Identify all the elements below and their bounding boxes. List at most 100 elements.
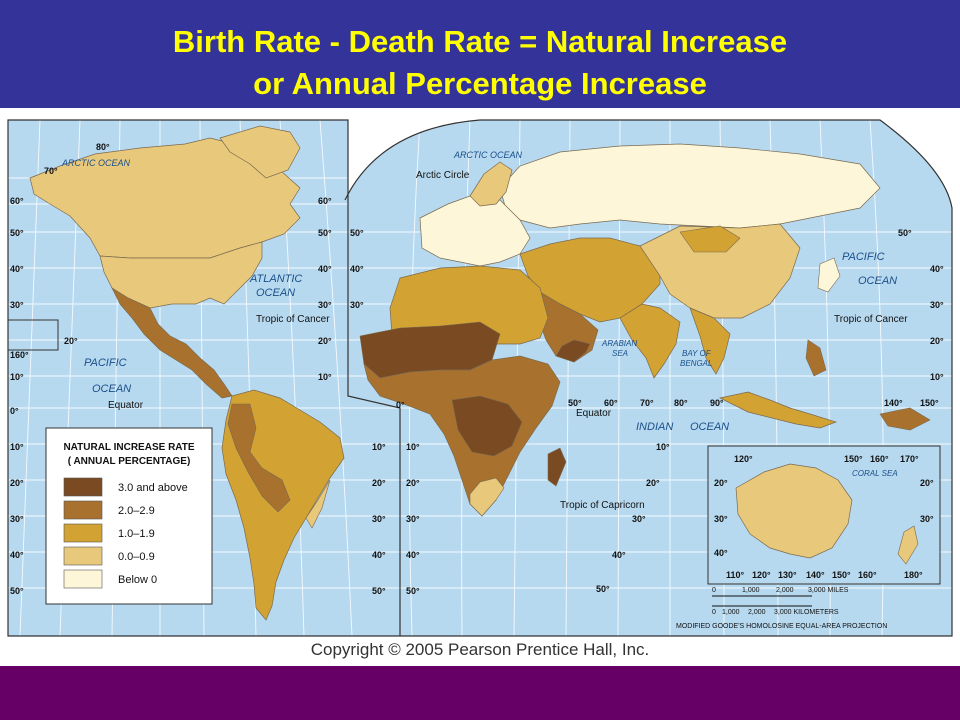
deg-10s-indian: 10°: [656, 442, 670, 452]
deg-30s-left: 30°: [10, 514, 24, 524]
scale-km-1000: 1,000: [722, 609, 740, 616]
label-indian-ocean-1: INDIAN: [636, 421, 673, 433]
deg-70-left: 70°: [44, 166, 58, 176]
legend-swatch: [63, 477, 103, 497]
deg-inset-40-left: 40°: [714, 548, 728, 558]
deg-40s-africa: 40°: [406, 550, 420, 560]
label-tropic-cancer-left: Tropic of Cancer: [256, 314, 330, 325]
legend-title-1: NATURAL INCREASE RATE: [63, 442, 194, 453]
land-congo-east-africa: [451, 395, 523, 457]
deg-40s-indian: 40°: [612, 550, 626, 560]
label-bay-of-bengal-2: BENGAL: [680, 359, 712, 368]
deg-inset-30-right: 30°: [920, 514, 934, 524]
deg-30s-africa: 30°: [406, 514, 420, 524]
slide-title-line-2: or Annual Percentage Increase: [253, 66, 707, 101]
deg-30-right-lobe: 30°: [350, 300, 364, 310]
deg-inset-160b: 160°: [858, 570, 877, 580]
deg-50-left: 50°: [10, 228, 24, 238]
deg-20-left: 20°: [64, 336, 78, 346]
legend-swatch: [63, 546, 103, 566]
label-equator-right: Equator: [576, 408, 612, 419]
legend-swatch: [63, 500, 103, 520]
deg-20s-left: 20°: [10, 478, 24, 488]
label-equator-left: Equator: [108, 400, 144, 411]
deg-50s-left: 50°: [10, 586, 24, 596]
legend-label: 1.0–1.9: [118, 528, 155, 540]
footer-bar: [0, 666, 960, 720]
title-bar: Birth Rate - Death Rate = Natural Increa…: [0, 0, 960, 108]
label-tropic-capricorn: Tropic of Capricorn: [560, 500, 645, 511]
label-pacific-ocean-left-1: PACIFIC: [84, 357, 127, 369]
land-new-zealand: [897, 525, 919, 565]
deg-50-mid: 50°: [318, 228, 332, 238]
deg-20s-africa: 20°: [406, 478, 420, 488]
deg-30-mid: 30°: [318, 300, 332, 310]
scale-miles-1000: 1,000: [742, 587, 760, 594]
land-russia: [499, 143, 881, 229]
deg-40-mid: 40°: [318, 264, 332, 274]
deg-20s-mid: 20°: [372, 478, 386, 488]
label-pacific-ocean-right-1: PACIFIC: [842, 251, 885, 263]
land-southern-africa: [469, 477, 505, 517]
deg-40s-left: 40°: [10, 550, 24, 560]
deg-10s-mid: 10°: [372, 442, 386, 452]
deg-40-right-lobe: 40°: [350, 264, 364, 274]
legend-swatch: [63, 523, 103, 543]
land-indonesia: [718, 391, 838, 429]
label-pacific-ocean-right-2: OCEAN: [858, 275, 897, 287]
deg-inset-170: 170°: [900, 454, 919, 464]
map-graphic: ARCTIC OCEAN ARCTIC OCEAN ATLANTIC OCEAN…: [7, 119, 953, 637]
deg-40-left: 40°: [10, 264, 24, 274]
lobe-outline-right: [344, 119, 953, 637]
deg-inset-160: 160°: [870, 454, 889, 464]
deg-50-right: 50°: [898, 228, 912, 238]
label-pacific-ocean-left-2: OCEAN: [92, 383, 131, 395]
deg-lon-150: 150°: [920, 398, 939, 408]
label-bay-of-bengal-1: BAY OF: [682, 349, 712, 358]
projection-note: MODIFIED GOODE'S HOMOLOSINE EQUAL-AREA P…: [676, 623, 887, 630]
land-southeast-asia: [689, 307, 731, 375]
land-madagascar: [547, 447, 567, 487]
deg-inset-20-left: 20°: [714, 478, 728, 488]
deg-10-left: 10°: [10, 372, 24, 382]
deg-10-right: 10°: [930, 372, 944, 382]
label-arctic-circle: Arctic Circle: [416, 170, 470, 181]
scale-miles-0: 0: [712, 587, 716, 594]
deg-inset-30-left: 30°: [714, 514, 728, 524]
label-arctic-ocean-right: ARCTIC OCEAN: [453, 150, 523, 160]
label-arctic-ocean-left: ARCTIC OCEAN: [61, 158, 131, 168]
deg-50s-indian: 50°: [596, 584, 610, 594]
land-scandinavia: [469, 161, 513, 207]
land-greenland: [219, 125, 301, 179]
deg-20s-indian: 20°: [646, 478, 660, 488]
deg-inset-20-right: 20°: [920, 478, 934, 488]
label-atlantic-ocean-1: ATLANTIC: [249, 273, 302, 285]
slide-title-line-1: Birth Rate - Death Rate = Natural Increa…: [172, 24, 788, 59]
scale-km-3000: 3,000 KILOMETERS: [774, 609, 839, 616]
deg-0-right-lobe: 0°: [396, 400, 405, 410]
deg-30-left: 30°: [10, 300, 24, 310]
deg-inset-120: 120°: [734, 454, 753, 464]
scale-km-2000: 2,000: [748, 609, 766, 616]
deg-inset-130: 130°: [778, 570, 797, 580]
deg-inset-120b: 120°: [752, 570, 771, 580]
deg-50-right-lobe: 50°: [350, 228, 364, 238]
deg-50s-africa: 50°: [406, 586, 420, 596]
deg-30s-indian: 30°: [632, 514, 646, 524]
deg-inset-140: 140°: [806, 570, 825, 580]
legend-label: Below 0: [118, 574, 157, 586]
legend-label: 0.0–0.9: [118, 551, 155, 563]
land-new-guinea: [879, 407, 931, 431]
land-brazil-east: [305, 479, 331, 529]
deg-30s-mid: 30°: [372, 514, 386, 524]
label-tropic-cancer-right: Tropic of Cancer: [834, 314, 908, 325]
deg-10-mid: 10°: [318, 372, 332, 382]
deg-lon-70: 70°: [640, 398, 654, 408]
deg-160-left: 160°: [10, 350, 29, 360]
legend-title-2: ( ANNUAL PERCENTAGE): [68, 456, 191, 467]
legend-label: 2.0–2.9: [118, 505, 155, 517]
deg-lon-90: 90°: [710, 398, 724, 408]
deg-lon-60: 60°: [604, 398, 618, 408]
deg-60-mid: 60°: [318, 196, 332, 206]
land-andes-high-growth: [227, 403, 291, 513]
